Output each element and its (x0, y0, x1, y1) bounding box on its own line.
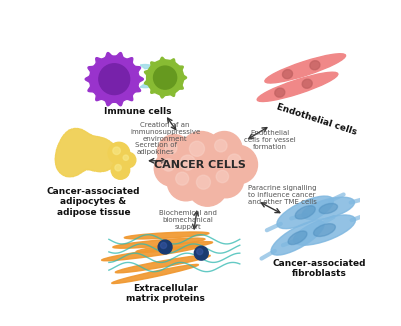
Ellipse shape (265, 54, 346, 83)
Ellipse shape (277, 196, 334, 229)
Ellipse shape (257, 72, 338, 101)
Polygon shape (55, 128, 118, 177)
Text: Endothelial cells: Endothelial cells (275, 102, 358, 137)
Text: Immune cells: Immune cells (103, 107, 171, 116)
Ellipse shape (295, 206, 315, 219)
Circle shape (180, 155, 195, 170)
Ellipse shape (113, 238, 205, 248)
Circle shape (108, 142, 130, 164)
Circle shape (215, 140, 227, 152)
Circle shape (154, 66, 176, 89)
Ellipse shape (136, 242, 213, 252)
Ellipse shape (124, 232, 209, 239)
Circle shape (115, 165, 122, 171)
Ellipse shape (314, 224, 335, 236)
Polygon shape (140, 65, 160, 88)
Circle shape (123, 155, 128, 160)
Circle shape (207, 131, 242, 167)
Circle shape (176, 172, 188, 185)
Circle shape (99, 64, 130, 95)
Circle shape (196, 175, 211, 189)
Text: Creation of an
immunosuppressive
environment: Creation of an immunosuppressive environ… (130, 122, 200, 142)
Text: CANCER CELLS: CANCER CELLS (154, 160, 246, 170)
Circle shape (154, 151, 190, 186)
Circle shape (196, 248, 203, 255)
Circle shape (208, 162, 244, 198)
Circle shape (162, 159, 175, 171)
Ellipse shape (302, 79, 312, 88)
Circle shape (216, 170, 229, 183)
Circle shape (189, 141, 205, 156)
Ellipse shape (310, 61, 320, 70)
Circle shape (160, 243, 167, 248)
Text: Secretion of
adipokines: Secretion of adipokines (135, 141, 177, 155)
Circle shape (120, 152, 136, 168)
Circle shape (158, 240, 172, 254)
Circle shape (219, 145, 257, 184)
Circle shape (228, 154, 241, 168)
Circle shape (180, 131, 223, 175)
Ellipse shape (282, 69, 293, 79)
Circle shape (111, 161, 130, 179)
Ellipse shape (288, 231, 307, 244)
Text: Paracrine signalling
to influence cancer
and other TME cells: Paracrine signalling to influence cancer… (248, 185, 316, 205)
Ellipse shape (102, 245, 201, 261)
Ellipse shape (275, 88, 285, 97)
Ellipse shape (302, 197, 354, 220)
Ellipse shape (319, 203, 338, 214)
Text: Endothelial
cells for vessel
formation: Endothelial cells for vessel formation (244, 130, 296, 150)
Text: Cancer-associated
adipocytes &
adipose tissue: Cancer-associated adipocytes & adipose t… (47, 187, 140, 217)
Ellipse shape (271, 220, 324, 255)
Circle shape (194, 246, 208, 260)
Polygon shape (144, 57, 186, 98)
Text: Extracellular
matrix proteins: Extracellular matrix proteins (126, 284, 205, 304)
Circle shape (170, 145, 214, 188)
Ellipse shape (115, 255, 210, 273)
Text: Biochemical and
biomechanical
support: Biochemical and biomechanical support (159, 210, 217, 230)
Circle shape (167, 164, 205, 201)
Ellipse shape (294, 215, 355, 245)
Circle shape (157, 135, 191, 169)
Polygon shape (85, 52, 143, 106)
Circle shape (187, 166, 227, 206)
Circle shape (113, 147, 120, 155)
Ellipse shape (112, 264, 198, 284)
Circle shape (165, 142, 177, 154)
Text: Cancer-associated
fibroblasts: Cancer-associated fibroblasts (272, 259, 366, 278)
